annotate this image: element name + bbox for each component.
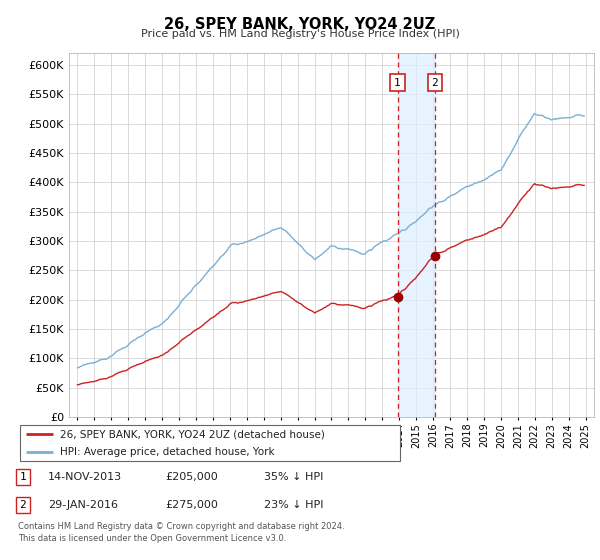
Text: HPI: Average price, detached house, York: HPI: Average price, detached house, York xyxy=(60,447,275,457)
Text: Price paid vs. HM Land Registry's House Price Index (HPI): Price paid vs. HM Land Registry's House … xyxy=(140,29,460,39)
Text: 29-JAN-2016: 29-JAN-2016 xyxy=(48,500,118,510)
Text: 2: 2 xyxy=(19,500,26,510)
Text: 35% ↓ HPI: 35% ↓ HPI xyxy=(264,472,323,482)
Text: This data is licensed under the Open Government Licence v3.0.: This data is licensed under the Open Gov… xyxy=(18,534,286,543)
Bar xyxy=(398,53,435,417)
FancyBboxPatch shape xyxy=(20,424,400,461)
Text: 1: 1 xyxy=(19,472,26,482)
Text: £205,000: £205,000 xyxy=(165,472,218,482)
Text: Contains HM Land Registry data © Crown copyright and database right 2024.: Contains HM Land Registry data © Crown c… xyxy=(18,522,344,531)
Text: 26, SPEY BANK, YORK, YO24 2UZ: 26, SPEY BANK, YORK, YO24 2UZ xyxy=(164,17,436,32)
Text: 14-NOV-2013: 14-NOV-2013 xyxy=(48,472,122,482)
Text: 2: 2 xyxy=(431,77,438,87)
Text: 1: 1 xyxy=(394,77,401,87)
Text: 26, SPEY BANK, YORK, YO24 2UZ (detached house): 26, SPEY BANK, YORK, YO24 2UZ (detached … xyxy=(60,429,325,439)
Text: 23% ↓ HPI: 23% ↓ HPI xyxy=(264,500,323,510)
Text: £275,000: £275,000 xyxy=(165,500,218,510)
